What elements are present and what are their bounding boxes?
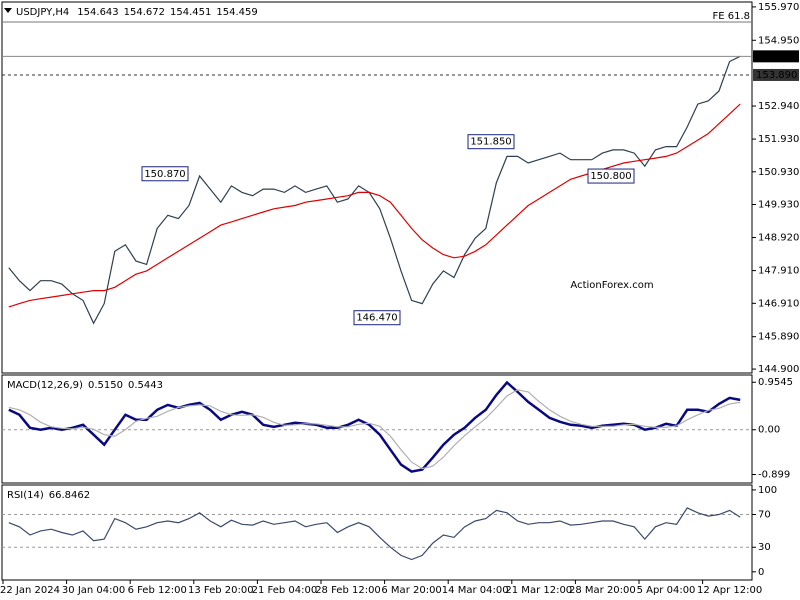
x-tick-label: 21 Feb 04:00 <box>252 585 318 596</box>
x-tick-label: 13 Feb 20:00 <box>188 585 254 596</box>
price-label-box <box>753 68 799 81</box>
x-tick-label: 28 Feb 12:00 <box>315 585 381 596</box>
header-value: 154.459 <box>216 7 257 18</box>
annotation-label: 146.470 <box>356 313 397 324</box>
y-tick-label: 30 <box>758 542 771 553</box>
y-tick-label: 100 <box>758 485 777 496</box>
annotation-label: 151.850 <box>470 137 511 148</box>
annotation-box <box>467 134 515 150</box>
x-tick-label: 6 Feb 12:00 <box>128 585 187 596</box>
header-value: 66.8462 <box>49 490 90 501</box>
y-tick-label: 0.00 <box>758 425 780 436</box>
y-tick-label: -0.899 <box>758 469 790 480</box>
x-tick-label: 30 Jan 04:00 <box>62 585 125 596</box>
x-tick-label: 6 Mar 20:00 <box>381 585 441 596</box>
series-line <box>8 507 741 561</box>
x-tick-label: 28 Mar 20:00 <box>569 585 636 596</box>
y-tick-label: 151.930 <box>758 134 799 145</box>
series-line <box>8 380 741 473</box>
y-tick-label: 144.900 <box>758 364 799 375</box>
header-value: 154.643 <box>77 7 118 18</box>
y-tick-label: 149.930 <box>758 200 799 211</box>
price-label: 153.890 <box>756 70 797 81</box>
y-tick-label: 155.970 <box>758 2 799 13</box>
watermark: ActionForex.com <box>570 280 653 291</box>
header-value: 154.451 <box>170 7 211 18</box>
x-tick-label: 14 Mar 04:00 <box>442 585 509 596</box>
series-line <box>8 55 741 325</box>
x-tick-label: 22 Jan 2024 <box>0 585 60 596</box>
annotation-box <box>587 168 635 184</box>
y-tick-label: 150.930 <box>758 167 799 178</box>
y-tick-label: 154.950 <box>758 35 799 46</box>
header-value: 0.5443 <box>128 380 163 391</box>
annotation-box <box>141 166 189 182</box>
panel-title: MACD(12,26,9) <box>7 380 83 391</box>
price-label-box <box>753 50 799 63</box>
panel-frame <box>1 1 753 374</box>
header-value: 154.672 <box>124 7 165 18</box>
series-line <box>8 103 741 308</box>
y-tick-label: 0.9545 <box>758 377 793 388</box>
x-tick-label: 5 Apr 04:00 <box>637 585 696 596</box>
y-tick-label: 145.890 <box>758 332 799 343</box>
panel-title: USDJPY,H4 <box>16 7 69 18</box>
price-label: 154.459 <box>756 51 797 62</box>
x-tick-label: 21 Mar 12:00 <box>505 585 572 596</box>
x-tick-label: 12 Apr 12:00 <box>697 585 762 596</box>
panel-frame <box>1 374 753 484</box>
y-tick-label: 152.940 <box>758 101 799 112</box>
y-tick-label: 147.910 <box>758 266 799 277</box>
y-tick-label: 148.920 <box>758 233 799 244</box>
annotation-label: 150.800 <box>590 171 631 182</box>
fib-label: FE 61.8 <box>712 11 750 22</box>
annotation-label: 150.870 <box>144 169 185 180</box>
header-value: 0.5150 <box>88 380 123 391</box>
panel-title: RSI(14) <box>7 490 44 501</box>
series-line <box>8 389 741 470</box>
y-tick-label: 146.910 <box>758 298 799 309</box>
panel-frame <box>1 484 753 581</box>
y-tick-label: 70 <box>758 509 771 520</box>
y-tick-label: 0 <box>758 567 764 578</box>
annotation-box <box>353 310 401 326</box>
menu-arrow <box>4 8 12 13</box>
